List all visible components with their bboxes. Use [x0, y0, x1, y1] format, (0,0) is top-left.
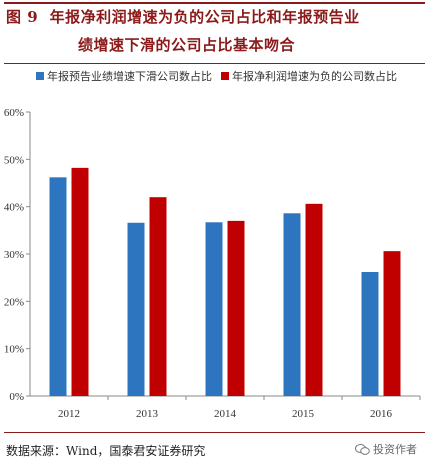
figure-title-text-1: 年报净利润增速为负的公司占比和年报预告业: [49, 8, 360, 26]
x-tick-label: 2016: [370, 408, 393, 420]
x-tick-label: 2015: [292, 408, 315, 420]
y-tick-label: 40%: [4, 202, 24, 214]
title-top-rule: [4, 2, 425, 4]
legend-swatch-1: [36, 72, 44, 80]
bar-2-2014: [227, 220, 245, 396]
bar-2-2016: [383, 251, 401, 396]
title-bottom-rule: [4, 63, 425, 64]
x-tick-label: 2013: [136, 408, 159, 420]
x-tick-label: 2014: [214, 408, 237, 420]
bar-1-2012: [49, 177, 67, 396]
watermark-text: 投资作者: [373, 443, 417, 456]
y-tick-label: 10%: [4, 344, 24, 356]
bar-2-2015: [305, 203, 323, 396]
bar-1-2015: [283, 213, 301, 396]
wechat-icon: [355, 443, 370, 455]
legend-label-2: 年报净利润增速为负的公司数占比: [232, 69, 397, 83]
y-tick-label: 50%: [4, 154, 24, 166]
bar-1-2014: [205, 222, 223, 396]
bar-2-2013: [149, 197, 167, 396]
bar-1-2013: [127, 222, 145, 396]
x-tick-label: 2012: [58, 408, 80, 420]
legend-label-1: 年报预告业绩增速下滑公司数占比: [47, 69, 212, 83]
source-rule: [4, 432, 425, 433]
legend-swatch-2: [221, 72, 229, 80]
y-tick-label: 30%: [4, 249, 24, 261]
figure-label: 图 9: [6, 8, 39, 26]
figure-title-line-2: 绩增速下滑的公司占比基本吻合: [78, 36, 296, 54]
watermark: 投资作者: [355, 441, 417, 457]
y-tick-label: 0%: [9, 391, 24, 403]
y-tick-label: 60%: [4, 107, 24, 119]
bar-1-2016: [361, 271, 379, 396]
bar-2-2012: [71, 167, 89, 396]
bar-chart: 年报预告业绩增速下滑公司数占比 年报净利润增速为负的公司数占比 0% 10% 20% 30…: [4, 69, 421, 420]
figure-title-line-1: 图 9 年报净利润增速为负的公司占比和年报预告业: [6, 6, 360, 27]
y-tick-label: 20%: [4, 296, 24, 308]
data-source: 数据来源：Wind，国泰君安证券研究: [6, 444, 206, 458]
